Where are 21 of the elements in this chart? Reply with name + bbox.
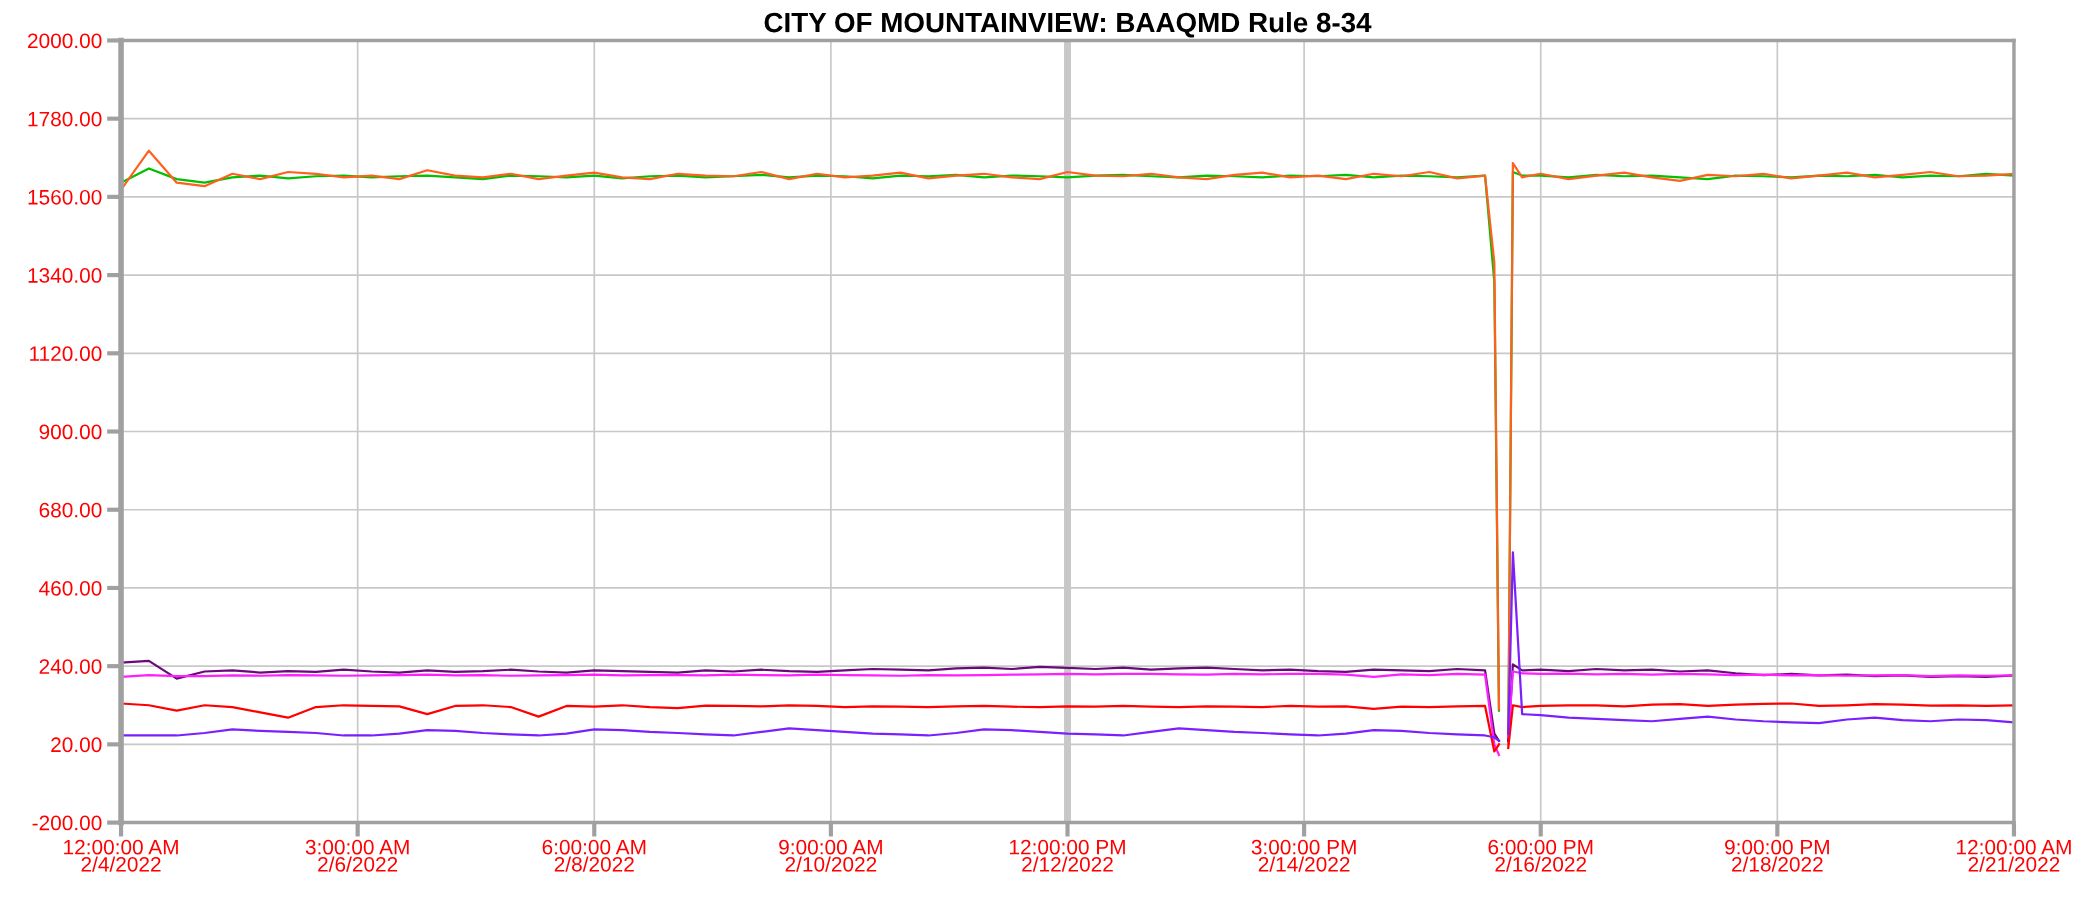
chart-title: CITY OF MOUNTAINVIEW: BAAQMD Rule 8-34: [764, 11, 1372, 38]
x-tick-label: 12:00:00 AM 2/4/2022: [64, 839, 178, 872]
x-tick-label: 12:00:00 PM 2/12/2022: [1010, 839, 1125, 872]
y-tick-label: 1340.00: [28, 268, 102, 283]
x-tick-label: 3:00:00 PM 2/14/2022: [1251, 839, 1356, 872]
y-tick-label: 240.00: [39, 659, 102, 674]
x-tick-label: 9:00:00 PM 2/18/2022: [1725, 839, 1829, 872]
y-tick-label: 460.00: [39, 580, 102, 596]
y-tick-label: 1560.00: [28, 189, 102, 205]
y-tick-label: 1120.00: [30, 346, 102, 362]
x-tick-label: 3:00:00 AM 2/6/2022: [305, 839, 409, 872]
x-tick-label: 9:00:00 AM 2/10/2022: [779, 839, 882, 872]
y-tick-label: 680.00: [39, 502, 102, 518]
x-tick-label: 6:00:00 AM 2/8/2022: [542, 839, 646, 872]
y-tick-label: 2000.00: [28, 33, 102, 49]
y-tick-label: 1780.00: [28, 111, 102, 127]
y-tick-label: 900.00: [39, 424, 102, 440]
y-tick-label: 20.00: [51, 737, 102, 753]
x-tick-label: 6:00:00 PM 2/16/2022: [1488, 839, 1593, 872]
y-tick-label: -200.00: [32, 815, 102, 831]
x-tick-label: 12:00:00 AM 2/21/2022: [1957, 839, 2071, 872]
